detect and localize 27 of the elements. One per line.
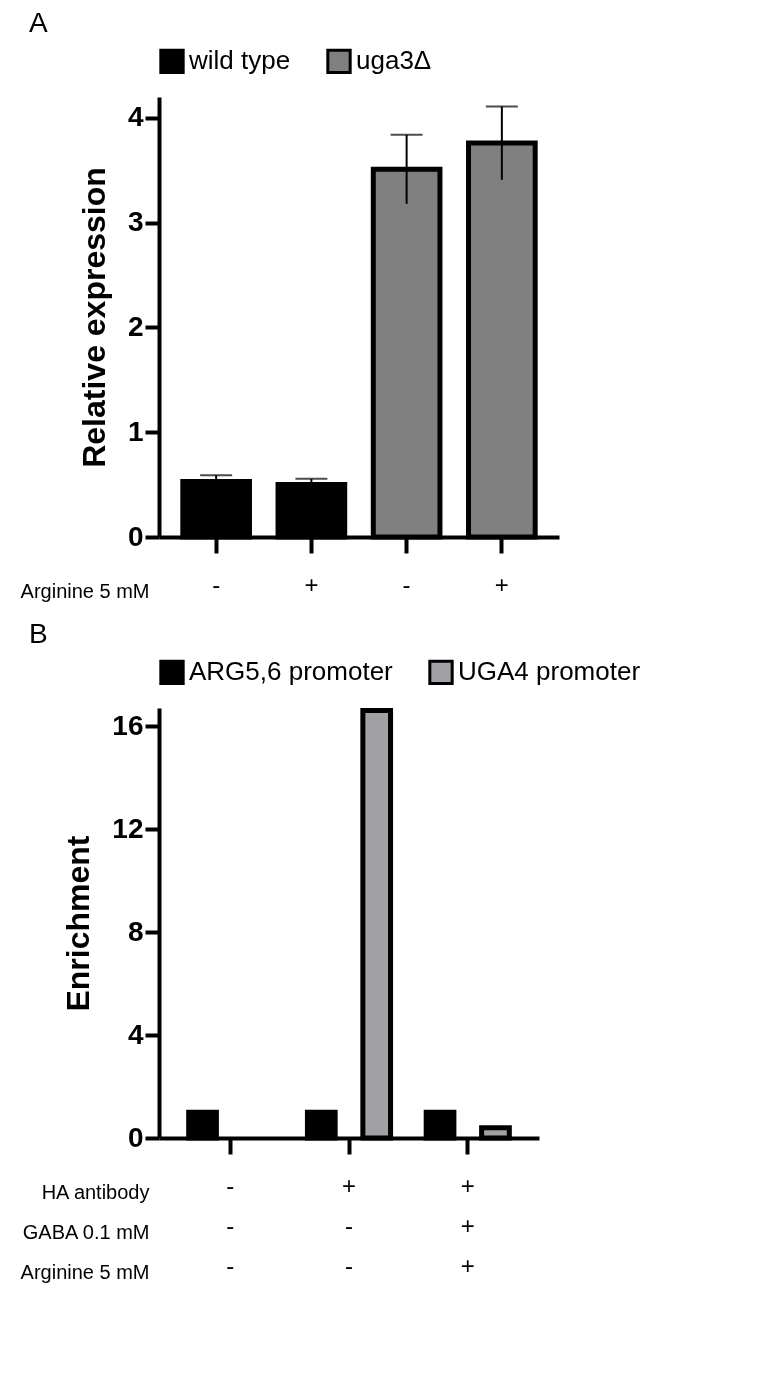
y-tick-label: 16 — [112, 709, 144, 741]
legend-label: UGA4 promoter — [458, 656, 641, 687]
x-tick-label: + - - — [341, 1171, 357, 1279]
x-axis-title: HA antibody GABA 0.1 mM Arginine 5 mM — [20, 1180, 150, 1283]
x-axis-title: Arginine 5 mM — [20, 579, 150, 602]
chart-title: A — [29, 7, 48, 38]
y-tick-label: 3 — [127, 206, 144, 238]
y-axis-title: Enrichment — [60, 835, 97, 1012]
x-tick-label: - - - — [226, 1171, 235, 1279]
legend-label: uga3Δ — [356, 45, 432, 76]
x-tick-label: + — [304, 570, 319, 598]
y-tick-label: 12 — [112, 812, 144, 844]
y-axis-title: Relative expression — [75, 167, 112, 468]
x-tick-label: - — [212, 570, 221, 598]
y-tick-label: 1 — [127, 415, 144, 447]
y-tick-label: 0 — [127, 520, 144, 552]
legend-label: wild type — [188, 45, 291, 76]
x-tick-label: + + + — [460, 1171, 475, 1279]
chart-title: B — [29, 618, 48, 649]
x-tick-label: + — [494, 570, 509, 598]
y-tick-label: 4 — [127, 101, 144, 133]
y-tick-label: 4 — [127, 1018, 144, 1050]
y-tick-label: 2 — [127, 310, 144, 342]
y-tick-label: 0 — [127, 1121, 144, 1153]
x-tick-label: - — [402, 570, 411, 598]
y-tick-label: 8 — [127, 915, 144, 947]
legend-label: ARG5,6 promoter — [189, 656, 394, 687]
